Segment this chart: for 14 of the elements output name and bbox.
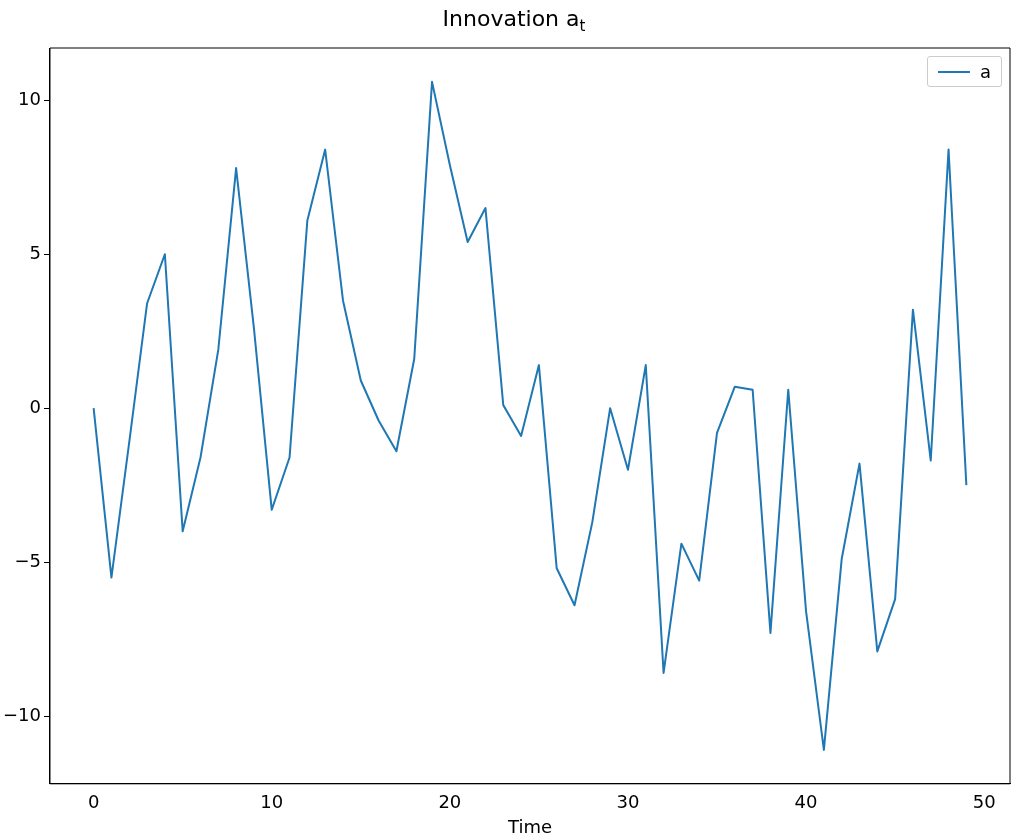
chart-title: Innovation a$_{t}$ <box>441 6 587 36</box>
y-tick-label: −10 <box>2 703 41 725</box>
x-tick-label: 10 <box>260 791 284 813</box>
x-axis-title: Time <box>506 815 553 837</box>
legend-label: a <box>980 61 992 82</box>
x-tick-label: 40 <box>794 791 818 813</box>
y-tick-label: 5 <box>29 241 41 263</box>
x-tick-label: 0 <box>87 791 100 813</box>
y-tick-label: 0 <box>29 395 41 417</box>
x-tick-label: 30 <box>616 791 640 813</box>
y-tick-label: 10 <box>18 88 41 110</box>
x-tick-label: 50 <box>972 791 996 813</box>
x-tick-label: 20 <box>438 791 462 813</box>
y-tick-label: −5 <box>14 549 41 571</box>
